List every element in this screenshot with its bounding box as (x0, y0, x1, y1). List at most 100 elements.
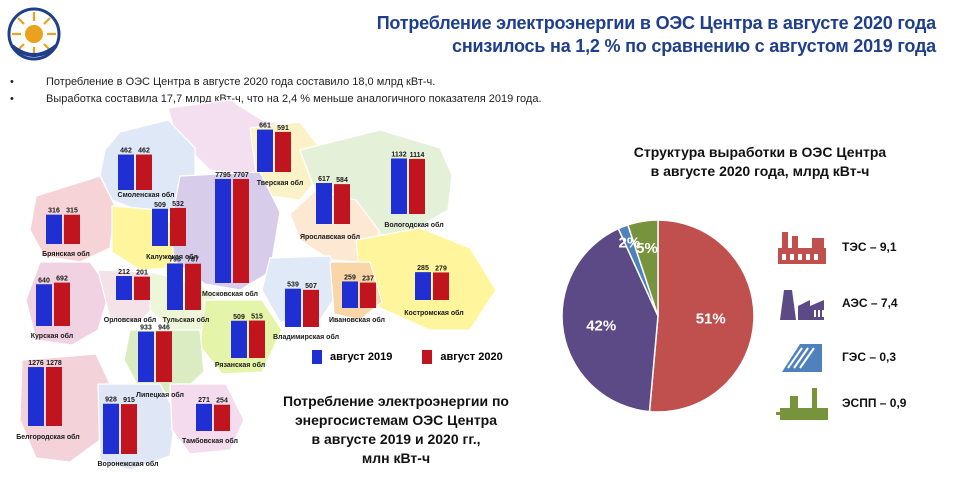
bar-2020 (134, 276, 150, 300)
pie-percent-label: 42% (586, 318, 616, 335)
bar-value-label: 539 (287, 282, 299, 289)
bar-2019 (152, 208, 168, 246)
pie-slice-ТЭС (648, 219, 755, 413)
bar-2019 (215, 179, 231, 283)
pie-percent-label: 5% (636, 240, 658, 257)
bar-2020 (360, 282, 376, 308)
bar-2020 (156, 331, 172, 382)
region-label: Белгородская обл (16, 433, 79, 441)
bar-value-label: 509 (154, 202, 166, 209)
bar-2020 (46, 367, 62, 426)
bar-2019 (196, 403, 212, 431)
bar-2020 (64, 214, 80, 244)
legend-label-2020: август 2020 (440, 351, 503, 363)
bar-2019 (415, 272, 431, 300)
bar-value-label: 509 (233, 314, 245, 321)
region-label: Воронежская обл (98, 460, 159, 468)
bullet-item: • Выработка составила 17,7 млрд кВт-ч, чт… (10, 93, 542, 105)
nuclear-plant-icon (780, 290, 824, 320)
bar-value-label: 915 (123, 397, 135, 404)
bar-value-label: 1276 (28, 360, 44, 367)
sun-logo-icon (7, 7, 61, 61)
legend-swatch-2020 (422, 350, 433, 364)
bar-value-label: 254 (216, 398, 228, 405)
bar-value-label: 315 (66, 208, 78, 215)
pie-slice-ЭСПП (626, 219, 659, 317)
bar-2019 (167, 263, 183, 310)
industrial-plant-icon (776, 388, 828, 420)
bar-2020 (249, 320, 265, 358)
bar-2019 (257, 129, 273, 172)
region-label: Калужская обл (146, 253, 198, 261)
bar-2019 (103, 403, 119, 454)
bar-value-label: 212 (118, 269, 130, 276)
bar-value-label: 507 (305, 283, 317, 290)
region-label: Брянская обл (42, 250, 90, 258)
bar-value-label: 617 (318, 176, 330, 183)
bar-2019 (118, 154, 134, 190)
bar-value-label: 640 (38, 277, 50, 284)
legend-aes: АЭС – 7,4 (776, 282, 960, 322)
region-label: Орловская обл (104, 316, 157, 324)
region-label: Ярославская обл (300, 233, 360, 241)
bar-value-label: 1278 (46, 360, 62, 367)
thermal-plant-icon (778, 232, 826, 264)
pie-percent-label: 51% (696, 310, 726, 327)
bar-value-label: 515 (251, 314, 263, 321)
bar-2020 (170, 207, 186, 246)
bar-value-label: 661 (259, 123, 271, 130)
title-line-1: Потребление электроэнергии в ОЭС Центра … (376, 13, 937, 33)
region-label: Ивановская обл (329, 316, 385, 324)
bar-2020 (409, 158, 425, 214)
bar-2019 (342, 281, 358, 308)
bar-value-label: 201 (136, 270, 148, 277)
bar-2019 (116, 275, 132, 300)
bar-value-label: 787 (187, 257, 199, 264)
bar-value-label: 462 (138, 148, 150, 155)
region-label: Владимирская обл (273, 333, 339, 341)
bar-2019 (46, 214, 62, 244)
bar-value-label: 584 (336, 177, 348, 184)
legend-ges: ГЭС – 0,3 (776, 336, 960, 376)
bar-2020 (121, 404, 137, 454)
bar-2020 (275, 131, 291, 172)
page-title: Потребление электроэнергии в ОЭС Центра … (376, 12, 937, 58)
region-label: Тамбовская обл (182, 437, 238, 445)
bar-2019 (138, 331, 154, 382)
bar-value-label: 928 (105, 397, 117, 404)
bar-value-label: 1132 (391, 151, 406, 158)
region-label: Московская обл (202, 290, 258, 298)
bar-value-label: 462 (120, 148, 132, 155)
bar-2020 (233, 179, 249, 283)
bar-value-label: 285 (417, 265, 429, 272)
summary-bullets: • Потребление в ОЭС Центра в августе 2020… (10, 74, 542, 108)
region-label: Курская обл (31, 332, 74, 340)
title-line-2: снизилось на 1,2 % по сравнению с август… (452, 36, 936, 56)
bar-value-label: 591 (277, 125, 289, 132)
pie-slice-АЭС (561, 227, 659, 413)
region-label: Костромская обл (404, 309, 464, 317)
bar-value-label: 796 (169, 256, 181, 263)
bar-value-label: 271 (198, 397, 210, 404)
bar-value-label: 933 (140, 325, 152, 332)
bar-2020 (214, 404, 230, 431)
bar-value-label: 1114 (410, 152, 425, 159)
bar-2020 (334, 184, 350, 224)
bar-2020 (433, 272, 449, 300)
generation-pie-chart: 51% 42% 2%5% (561, 219, 755, 413)
legend-swatch-2019 (312, 350, 322, 364)
bar-value-label: 532 (172, 201, 184, 208)
bar-value-label: 7795 (215, 172, 231, 179)
legend-tes: ТЭС – 9,1 (776, 226, 960, 266)
region-label: Рязанская обл (215, 361, 265, 369)
region-label: Липецкая обл (136, 391, 184, 399)
bar-2019 (391, 158, 407, 214)
pie-title: Структура выработки в ОЭС Центра в авгус… (633, 144, 887, 179)
bar-2019 (28, 367, 44, 426)
bar-2020 (303, 289, 319, 327)
region-label: Тверская обл (257, 179, 304, 187)
legend-espp: ЭСПП – 0,9 (776, 382, 960, 422)
bar-2020 (136, 154, 152, 190)
bar-value-label: 692 (56, 276, 68, 283)
bar-value-label: 946 (158, 324, 170, 331)
